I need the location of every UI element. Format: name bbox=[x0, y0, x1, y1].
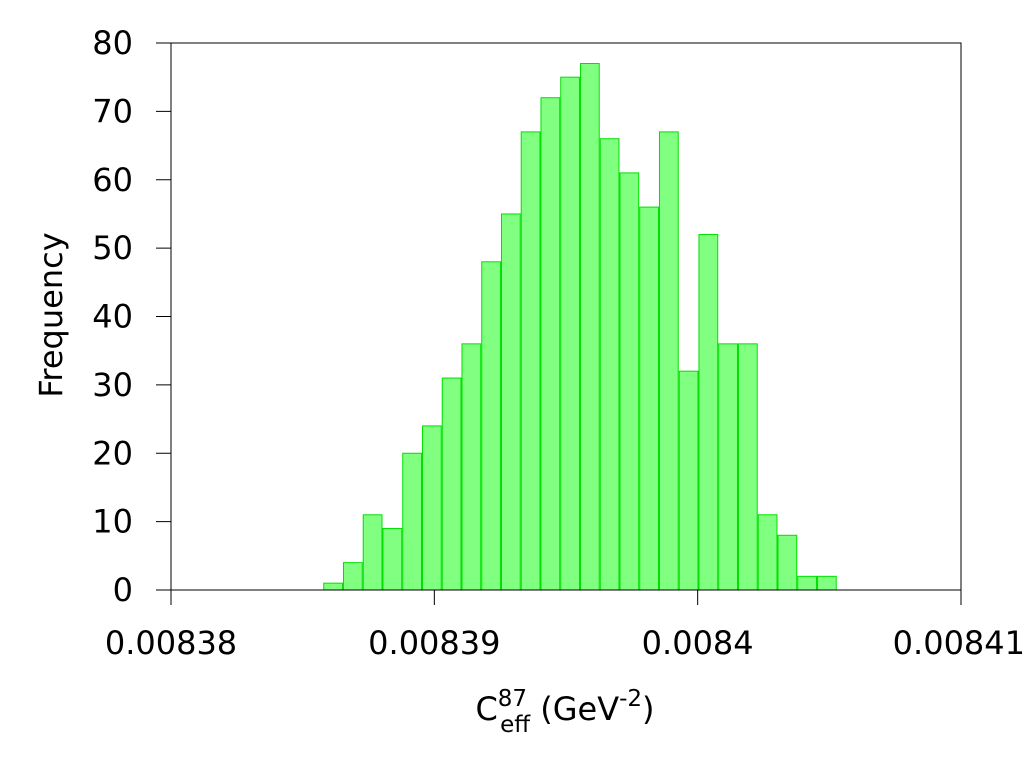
histogram-bar bbox=[323, 582, 343, 591]
x-axis-label-subscript: eff bbox=[500, 712, 531, 738]
histogram-bar bbox=[362, 514, 383, 591]
histogram-bar bbox=[342, 562, 363, 591]
histogram-bar bbox=[658, 131, 679, 591]
y-tick-label: 60 bbox=[92, 161, 133, 199]
histogram-bar bbox=[816, 575, 837, 591]
histogram-bar bbox=[797, 575, 817, 591]
histogram-bar bbox=[698, 233, 719, 591]
x-axis: 0.00838 0.00839 0.0084 0.00841 bbox=[105, 590, 1025, 662]
y-tick-label: 50 bbox=[92, 229, 133, 267]
histogram-bar bbox=[678, 370, 699, 591]
histogram-bar bbox=[520, 131, 541, 591]
x-axis-label-superscript: 87 bbox=[498, 686, 527, 712]
y-tick-label: 20 bbox=[92, 434, 133, 472]
x-axis-label: C87 eff (GeV-2) bbox=[475, 686, 654, 738]
y-axis: 0 10 20 30 40 50 60 70 80 bbox=[92, 24, 171, 609]
x-tick-label: 0.00838 bbox=[105, 624, 237, 662]
histogram-bar bbox=[737, 343, 758, 591]
histogram-bar bbox=[619, 172, 640, 591]
histogram-bar bbox=[579, 63, 600, 591]
x-axis-label-unit-close: ) bbox=[642, 690, 654, 728]
histogram-bar bbox=[382, 527, 403, 591]
bars-group bbox=[323, 63, 837, 591]
histogram-bar bbox=[441, 377, 462, 591]
x-tick-label: 0.00841 bbox=[893, 624, 1025, 662]
histogram-bar bbox=[461, 343, 482, 591]
histogram-bar bbox=[560, 76, 580, 591]
histogram-bar bbox=[402, 452, 422, 591]
y-tick-label: 40 bbox=[92, 298, 133, 336]
histogram-bar bbox=[421, 425, 442, 591]
y-tick-label: 0 bbox=[113, 571, 133, 609]
x-axis-label-unit-superscript: -2 bbox=[619, 686, 642, 712]
y-tick-label: 70 bbox=[92, 92, 133, 130]
histogram-bar bbox=[599, 138, 620, 591]
y-tick-label: 30 bbox=[92, 366, 133, 404]
histogram-bar bbox=[777, 534, 798, 591]
x-axis-label-base: C bbox=[475, 690, 497, 728]
histogram-bar bbox=[718, 343, 738, 591]
histogram-bar bbox=[481, 261, 501, 591]
histogram-bar bbox=[639, 206, 659, 591]
y-tick-label: 10 bbox=[92, 503, 133, 541]
histogram-bar bbox=[757, 514, 778, 591]
x-axis-label-unit-open: (GeV bbox=[530, 690, 619, 728]
y-axis-label: Frequency bbox=[32, 232, 70, 397]
histogram-bar bbox=[540, 97, 561, 591]
histogram-bar bbox=[500, 213, 521, 591]
x-tick-label: 0.0084 bbox=[642, 624, 754, 662]
x-tick-label: 0.00839 bbox=[368, 624, 500, 662]
y-tick-label: 80 bbox=[92, 24, 133, 62]
